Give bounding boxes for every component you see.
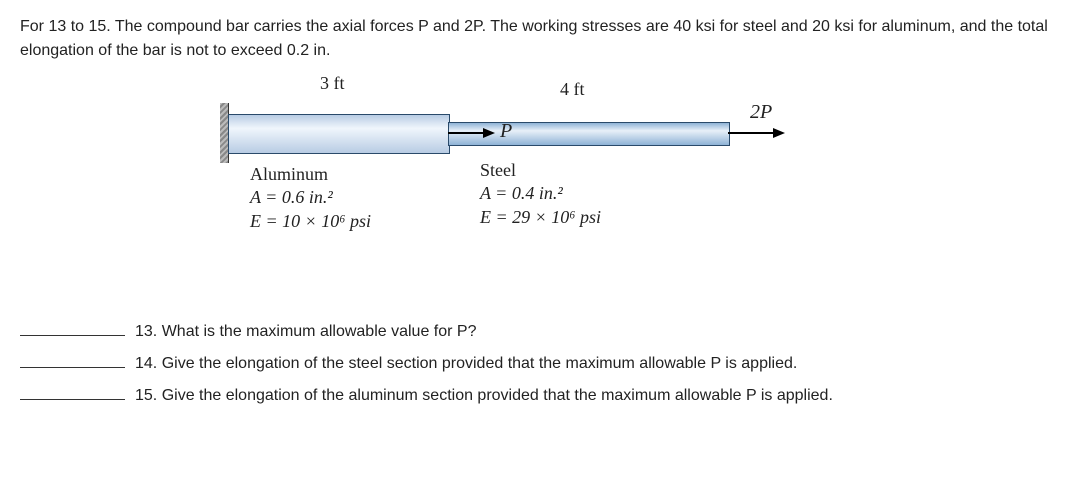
force-2p-arrow [728,132,778,134]
dimension-aluminum: 3 ft [320,73,345,94]
answer-blank-14[interactable] [20,367,125,368]
answer-blank-13[interactable] [20,335,125,336]
steel-name: Steel [480,160,516,180]
aluminum-bar [228,114,450,154]
dimension-steel: 4 ft [560,79,585,100]
force-p-label: P [500,120,512,143]
aluminum-name: Aluminum [250,164,328,184]
force-2p-arrow-head [773,128,785,138]
steel-properties: Steel A = 0.4 in.² E = 29 × 10⁶ psi [480,159,601,229]
question-13: 13. What is the maximum allowable value … [20,323,1051,341]
force-p-arrow [448,132,488,134]
question-14: 14. Give the elongation of the steel sec… [20,355,1051,373]
answer-blank-15[interactable] [20,399,125,400]
question-14-text: 14. Give the elongation of the steel sec… [135,355,797,373]
questions-block: 13. What is the maximum allowable value … [20,323,1051,405]
compound-bar-figure: 3 ft 4 ft P 2P Aluminum A = 0.6 in.² E =… [220,83,1051,263]
question-13-text: 13. What is the maximum allowable value … [135,323,476,341]
aluminum-properties: Aluminum A = 0.6 in.² E = 10 × 10⁶ psi [250,163,371,233]
force-2p-label: 2P [750,101,772,124]
steel-modulus: E = 29 × 10⁶ psi [480,207,601,227]
steel-area: A = 0.4 in.² [480,183,563,203]
force-p-arrow-head [483,128,495,138]
problem-intro: For 13 to 15. The compound bar carries t… [20,15,1051,63]
aluminum-modulus: E = 10 × 10⁶ psi [250,211,371,231]
question-15-text: 15. Give the elongation of the aluminum … [135,387,833,405]
aluminum-area: A = 0.6 in.² [250,187,333,207]
question-15: 15. Give the elongation of the aluminum … [20,387,1051,405]
